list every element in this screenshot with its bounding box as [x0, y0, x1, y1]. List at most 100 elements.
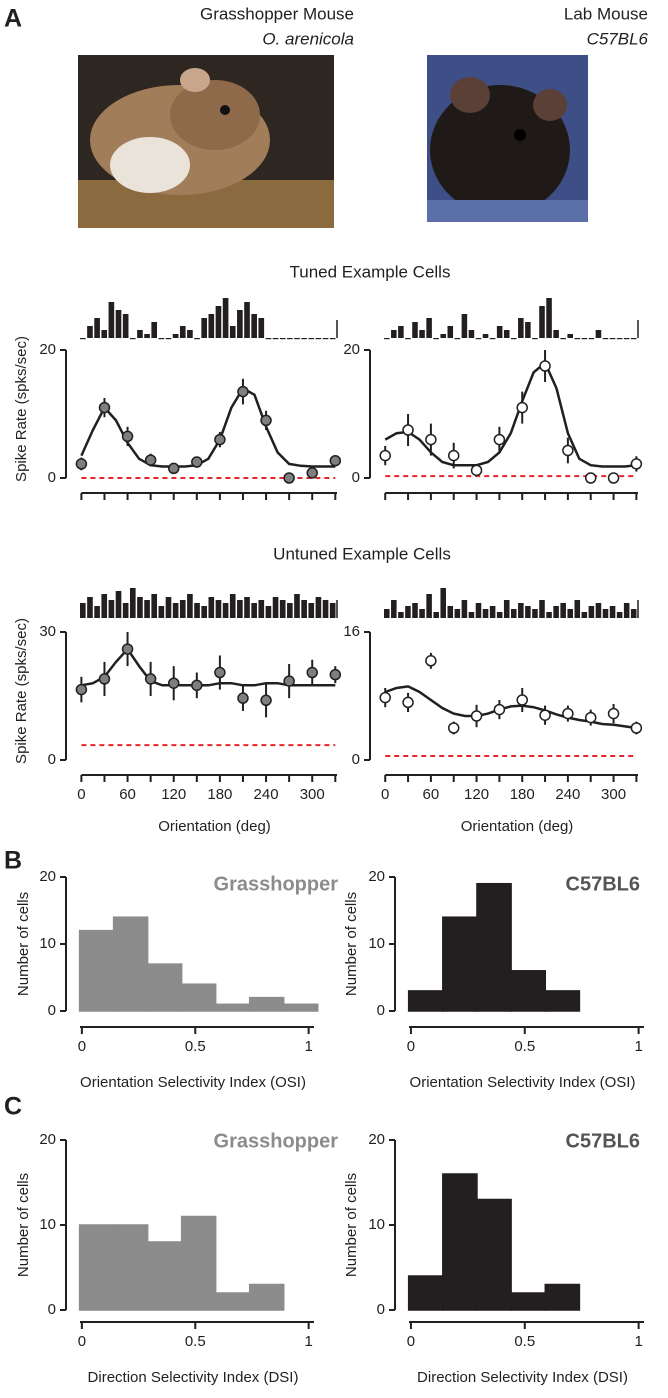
histogram-bar — [214, 1003, 251, 1012]
psth-bar — [172, 334, 179, 338]
x-tick-label: 0 — [78, 1333, 86, 1350]
x-tick-label: 0 — [407, 1038, 415, 1055]
panel-letter: C — [4, 1093, 22, 1121]
psth-bar — [179, 326, 186, 338]
y-axis-label: Spike Rate (spks/sec) — [13, 336, 30, 482]
x-tick-label: 60 — [423, 786, 440, 803]
psth-bar — [489, 338, 496, 340]
y-tick-label: 20 — [39, 1131, 56, 1148]
x-tick-label: 1 — [634, 1038, 642, 1055]
psth-bar — [461, 314, 468, 338]
x-tick-label: 0 — [381, 786, 389, 803]
psth-bar — [384, 338, 390, 340]
psth-bar — [194, 338, 200, 340]
psth-bar — [315, 597, 322, 618]
psth-bar — [602, 338, 609, 340]
psth-bar — [518, 603, 524, 618]
psth-bar — [308, 338, 315, 340]
data-point — [191, 456, 203, 468]
x-tick-label: 300 — [601, 786, 626, 803]
x-tick-label: 1 — [634, 1333, 642, 1350]
psth-bar — [294, 594, 300, 618]
psth-bar — [588, 606, 595, 618]
psth-bar — [630, 338, 637, 340]
y-tick-label: 0 — [352, 751, 360, 768]
psth-bar — [482, 609, 489, 618]
x-tick-label: 0 — [407, 1333, 415, 1350]
data-point — [306, 467, 318, 479]
psth-bar — [384, 609, 390, 618]
psth-bar — [511, 609, 517, 618]
psth-bar — [137, 597, 143, 618]
psth-bar — [101, 594, 108, 618]
x-tick-label: 60 — [119, 786, 136, 803]
psth-bar — [222, 298, 229, 338]
psth-bar — [158, 338, 165, 340]
psth-bar — [595, 603, 602, 618]
psth-bar — [419, 609, 425, 618]
psth-bar — [165, 338, 172, 340]
psth-bar — [546, 612, 552, 618]
data-point — [447, 722, 460, 734]
x-tick-label: 1 — [304, 1038, 312, 1055]
psth-bar — [525, 606, 531, 618]
histogram-bar — [78, 929, 115, 1012]
histogram-bar — [146, 963, 183, 1012]
psth-bar — [518, 318, 524, 338]
x-tick-label: 180 — [510, 786, 535, 803]
y-tick-label: 0 — [377, 1002, 385, 1019]
group-label: Grasshopper — [214, 1130, 339, 1152]
psth-bar — [539, 306, 545, 338]
psth-bar — [94, 318, 100, 338]
section-title: Untuned Example Cells — [273, 544, 451, 563]
y-tick-label: 0 — [48, 751, 56, 768]
fit-curve — [384, 685, 637, 730]
data-point — [144, 454, 157, 466]
psth-bar — [215, 600, 222, 618]
y-tick-label: 0 — [352, 469, 360, 486]
data-point — [425, 655, 437, 667]
psth-bar — [80, 338, 86, 340]
x-tick-label: 240 — [555, 786, 580, 803]
histogram-bar — [442, 1173, 478, 1311]
histogram-bar — [476, 1198, 512, 1311]
data-point — [379, 691, 391, 704]
photo-subtitle: O. arenicola — [262, 29, 354, 48]
psth-bar — [574, 338, 581, 340]
photo — [427, 55, 588, 222]
data-point — [167, 677, 180, 689]
psth-bar — [215, 306, 222, 338]
photo-title: Grasshopper Mouse — [200, 4, 354, 23]
psth-bar — [532, 609, 538, 618]
psth-bar — [412, 603, 418, 618]
psth-bar — [440, 588, 446, 618]
psth-bar — [272, 338, 279, 340]
data-point — [75, 458, 88, 470]
psth-bar — [440, 334, 446, 338]
data-point — [98, 673, 111, 685]
psth-bar — [108, 600, 115, 618]
psth-bar — [482, 334, 489, 338]
psth-bar — [426, 594, 432, 618]
psth-bar — [258, 318, 265, 338]
histogram-bar — [78, 1224, 115, 1311]
x-tick-label: 1 — [304, 1333, 312, 1350]
psth-bar — [172, 603, 179, 618]
data-point — [630, 458, 643, 470]
psth-bar — [602, 609, 609, 618]
psth-bar — [201, 318, 207, 338]
psth-bar — [122, 603, 129, 618]
psth-bar — [454, 609, 461, 618]
x-axis-label: Orientation (deg) — [158, 818, 271, 835]
data-point — [329, 668, 342, 681]
data-point — [121, 430, 134, 443]
photo — [78, 55, 334, 228]
y-tick-label: 20 — [39, 341, 56, 358]
data-point — [260, 414, 272, 427]
y-tick-label: 0 — [48, 469, 56, 486]
histogram-bar — [282, 1003, 319, 1012]
x-tick-label: 0 — [77, 786, 85, 803]
y-axis-label: Spike Rate (spks/sec) — [13, 618, 30, 764]
histogram-bar — [180, 1215, 217, 1311]
x-tick-label: 0.5 — [185, 1333, 206, 1350]
